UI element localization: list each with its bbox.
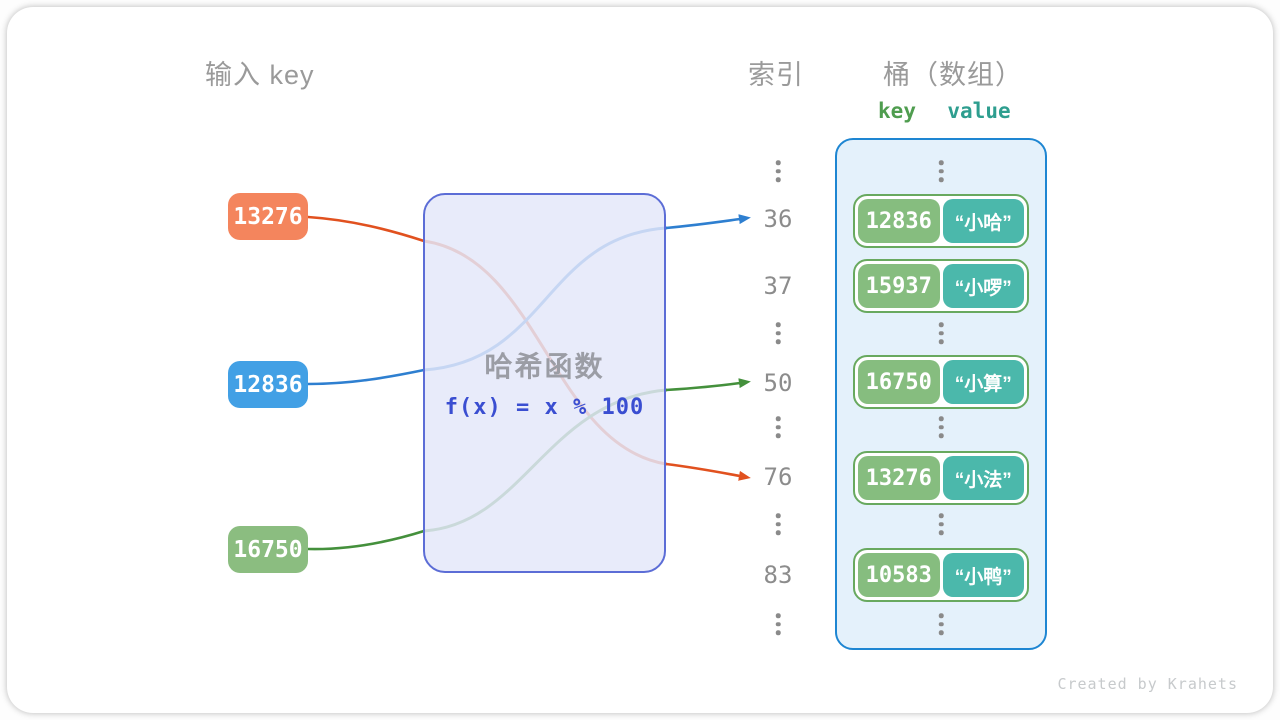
ellipsis-dots [938,322,944,344]
index-header: 索引 [748,60,804,90]
hash-function-formula: f(x) = x % 100 [444,395,645,420]
index-value-36: 36 [763,205,793,233]
pair-value: “小鸭” [942,553,1024,597]
arrow-to-index-36 [664,214,751,230]
value-column-label: value [947,99,1011,123]
hash-function-box: 哈希函数 f(x) = x % 100 [423,193,666,573]
index-value-76: 76 [763,463,793,491]
ellipsis-dots [775,322,781,344]
pair-value: “小哈” [942,199,1024,243]
ellipsis-dots [775,613,781,635]
pair-value: “小法” [942,456,1024,500]
ellipsis-dots [938,416,944,438]
curve-orange-in [306,215,426,243]
ellipsis-dots [775,416,781,438]
ellipsis-dots [775,160,781,182]
bucket-header: 桶（数组） [883,60,1023,90]
pair-key: 16750 [858,360,940,404]
bucket-pair-row: 10583 “小鸭” [853,548,1029,602]
ellipsis-dots [775,513,781,535]
input-key-header: 输入 key [205,60,315,90]
pair-key: 15937 [858,264,940,308]
ellipsis-dots [938,160,944,182]
index-value-50: 50 [763,369,793,397]
index-value-37: 37 [763,272,793,300]
watermark-credit: Created by Krahets [1057,675,1238,693]
arrow-to-index-50 [664,378,751,392]
key-column-label: key [878,99,916,123]
pair-key: 13276 [858,456,940,500]
bucket-pair-row: 12836 “小哈” [853,194,1029,248]
pair-value: “小啰” [942,264,1024,308]
bucket-pair-row: 16750 “小算” [853,355,1029,409]
arrow-to-index-76 [664,462,751,481]
pair-key: 10583 [858,553,940,597]
curve-blue-in [306,368,426,386]
bucket-pair-row: 15937 “小啰” [853,259,1029,313]
ellipsis-dots [938,613,944,635]
ellipsis-dots [938,513,944,535]
curve-green-in [306,529,426,551]
index-value-83: 83 [763,561,793,589]
input-key-box-12836: 12836 [228,361,308,408]
input-key-box-13276: 13276 [228,193,308,240]
input-key-box-16750: 16750 [228,526,308,573]
pair-value: “小算” [942,360,1024,404]
hash-function-title: 哈希函数 [484,351,605,382]
pair-key: 12836 [858,199,940,243]
bucket-pair-row: 13276 “小法” [853,451,1029,505]
